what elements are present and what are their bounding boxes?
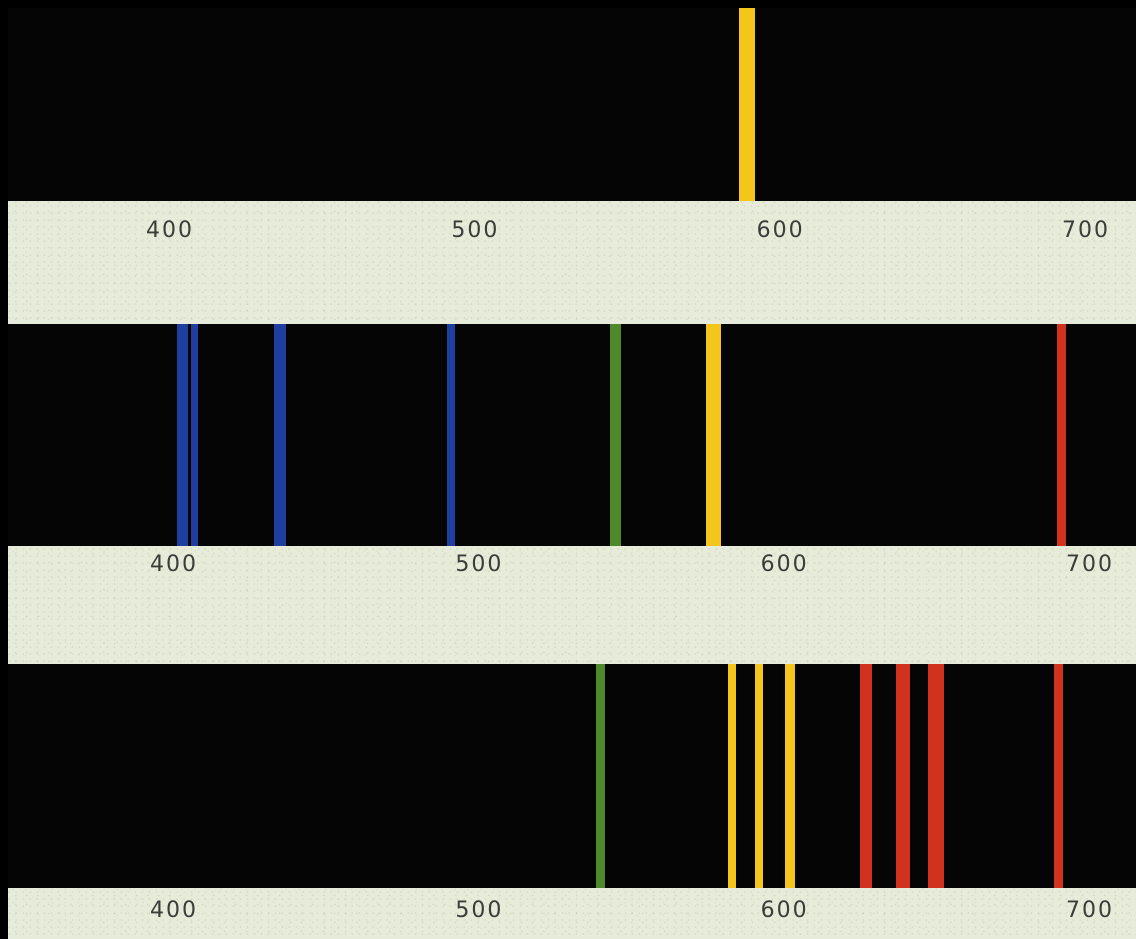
- spectral-line-green-546: [610, 324, 622, 546]
- tick-label-700: 700: [1066, 898, 1114, 923]
- spectral-line-yellow-577: [706, 324, 715, 546]
- tick-label-600: 600: [756, 218, 805, 243]
- spectrum-strip-2: [8, 324, 1136, 546]
- tick-label-400: 400: [150, 898, 198, 923]
- spectrum-strip-3: [8, 664, 1136, 888]
- tick-label-400: 400: [150, 552, 198, 577]
- tick-label-400: 400: [146, 218, 194, 243]
- spectral-line-yellow-579: [712, 324, 721, 546]
- spectral-line-yellow-593: [755, 664, 764, 888]
- tick-label-700: 700: [1062, 218, 1110, 243]
- tick-label-500: 500: [455, 898, 504, 923]
- spectral-line-red-640: [895, 664, 910, 888]
- spectra-plate: 400 500 600 700 400 500 600 700 400 500 600 700: [8, 8, 1136, 939]
- spectral-line-blue-492: [447, 324, 455, 546]
- spectral-line-red-651: [928, 664, 945, 888]
- tick-label-600: 600: [760, 898, 809, 923]
- tick-label-600: 600: [760, 552, 809, 577]
- spectral-line-yellow-584: [727, 664, 736, 888]
- spectrum-strip-1: [8, 8, 1136, 201]
- spectral-line-red-692: [1057, 324, 1067, 546]
- spectral-line-yellow-603: [784, 664, 795, 888]
- spectral-line-yellow-589: [739, 8, 755, 201]
- tick-label-500: 500: [451, 218, 500, 243]
- spectral-line-blue-408: [190, 324, 198, 546]
- spectral-line-red-628: [860, 664, 873, 888]
- tick-label-500: 500: [455, 552, 504, 577]
- spectral-line-blue-404: [176, 324, 188, 546]
- spectral-line-green-541: [595, 664, 606, 888]
- spectral-line-red-691: [1054, 664, 1063, 888]
- tick-label-700: 700: [1066, 552, 1114, 577]
- spectral-line-blue-436: [274, 324, 286, 546]
